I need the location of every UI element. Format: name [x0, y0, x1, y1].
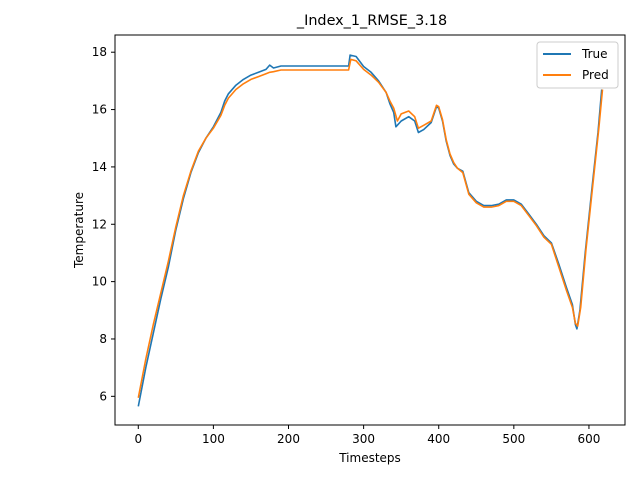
- legend-label-pred: Pred: [582, 68, 609, 82]
- y-axis-label: Temperature: [72, 192, 86, 269]
- x-axis-ticks: 0 100 200 300 400 500 600: [134, 425, 600, 446]
- y-tick-label: 6: [99, 389, 107, 403]
- legend-label-true: True: [581, 47, 608, 61]
- x-tick-label: 200: [277, 432, 300, 446]
- x-tick-label: 300: [352, 432, 375, 446]
- chart-title: _Index_1_RMSE_3.18: [296, 13, 447, 29]
- plot-area: [137, 54, 604, 407]
- x-axis-label: Timesteps: [338, 451, 401, 465]
- y-tick-label: 10: [92, 275, 107, 289]
- series-line-true: [137, 54, 603, 407]
- series-line-pred: [137, 58, 604, 398]
- y-tick-label: 16: [92, 103, 107, 117]
- x-tick-label: 0: [134, 432, 142, 446]
- x-tick-label: 500: [502, 432, 525, 446]
- x-tick-label: 600: [577, 432, 600, 446]
- plot-frame: [114, 34, 626, 426]
- y-axis-ticks: 6 8 10 12 14 16 18: [92, 45, 115, 403]
- legend: True Pred: [536, 41, 619, 89]
- y-tick-label: 14: [92, 160, 107, 174]
- y-tick-label: 12: [92, 217, 107, 231]
- y-tick-label: 18: [92, 45, 107, 59]
- x-tick-label: 400: [427, 432, 450, 446]
- x-tick-label: 100: [202, 432, 225, 446]
- y-tick-label: 8: [99, 332, 107, 346]
